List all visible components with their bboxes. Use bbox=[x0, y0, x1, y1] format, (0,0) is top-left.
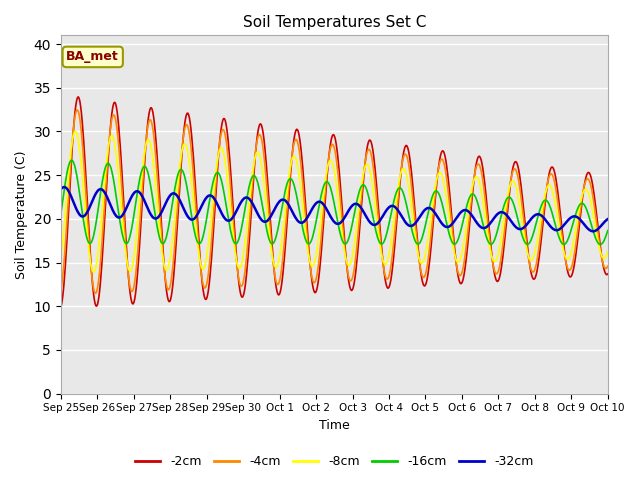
Text: BA_met: BA_met bbox=[67, 50, 119, 63]
Legend: -2cm, -4cm, -8cm, -16cm, -32cm: -2cm, -4cm, -8cm, -16cm, -32cm bbox=[130, 450, 538, 473]
X-axis label: Time: Time bbox=[319, 419, 349, 432]
Title: Soil Temperatures Set C: Soil Temperatures Set C bbox=[243, 15, 426, 30]
Y-axis label: Soil Temperature (C): Soil Temperature (C) bbox=[15, 150, 28, 279]
